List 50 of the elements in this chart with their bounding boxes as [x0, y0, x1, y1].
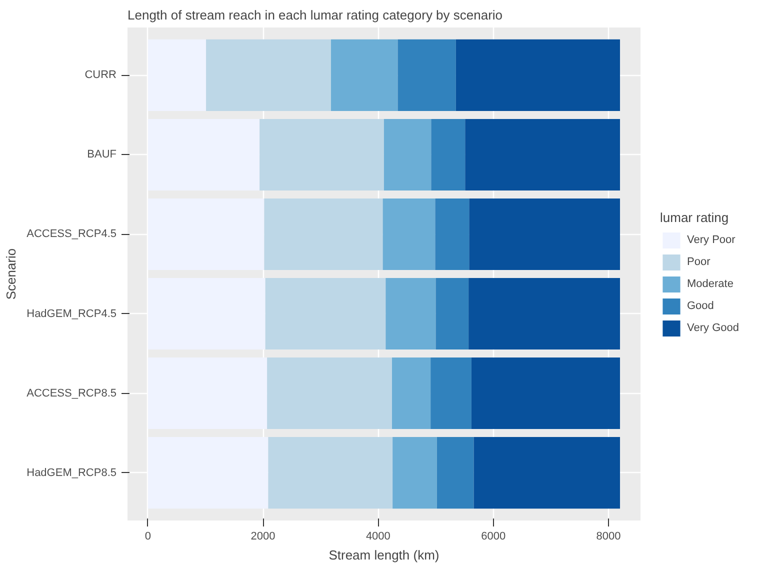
legend-label: Poor	[687, 256, 710, 268]
bar	[330, 39, 398, 111]
bar	[469, 198, 620, 270]
bar	[398, 39, 456, 111]
bar	[382, 198, 436, 270]
chart-title: Length of stream reach in each lumar rating category by scenario	[128, 8, 503, 22]
bar	[267, 357, 392, 430]
bar	[431, 118, 466, 191]
x-tick-label: 2000	[250, 530, 276, 542]
bar	[436, 278, 469, 350]
y-tick-label: ACCESS_RCP4.5	[26, 228, 117, 240]
bar	[148, 39, 206, 111]
bar	[148, 437, 268, 509]
bar	[265, 278, 386, 350]
legend-label: Very Good	[687, 322, 739, 334]
y-axis-title: Scenario	[4, 248, 19, 300]
bar	[392, 357, 431, 430]
bar	[456, 39, 620, 111]
y-tick-label: BAUF	[87, 148, 117, 161]
x-tick-label: 6000	[481, 530, 506, 542]
bar	[206, 39, 331, 111]
bar	[435, 198, 470, 270]
legend-label: Moderate	[687, 278, 734, 290]
legend-title: lumar rating	[660, 210, 730, 224]
bar	[474, 437, 620, 509]
y-tick-label: HadGEM_RCP4.5	[26, 308, 117, 320]
bar	[148, 198, 264, 270]
bar	[468, 278, 620, 350]
bar	[260, 118, 384, 191]
bar	[386, 278, 436, 350]
y-tick-label: HadGEM_RCP8.5	[26, 466, 117, 479]
bar	[430, 357, 472, 430]
bar	[471, 357, 620, 430]
bar	[465, 118, 620, 191]
x-tick-label: 0	[144, 530, 151, 542]
bar	[384, 118, 432, 191]
x-tick-label: 4000	[366, 530, 390, 542]
bar	[392, 437, 437, 509]
x-tick-label: 8000	[596, 530, 621, 542]
x-axis-title: Stream length (km)	[328, 548, 440, 562]
legend-label: Very Poor	[687, 234, 736, 246]
bar	[148, 278, 266, 350]
legend-label: Good	[687, 300, 714, 312]
y-tick-label: ACCESS_RCP8.5	[26, 387, 117, 400]
bar	[148, 357, 268, 430]
bar	[436, 437, 474, 509]
bar	[268, 437, 393, 509]
y-tick-label: CURR	[84, 69, 117, 82]
bar	[264, 198, 383, 270]
bar	[148, 118, 260, 191]
